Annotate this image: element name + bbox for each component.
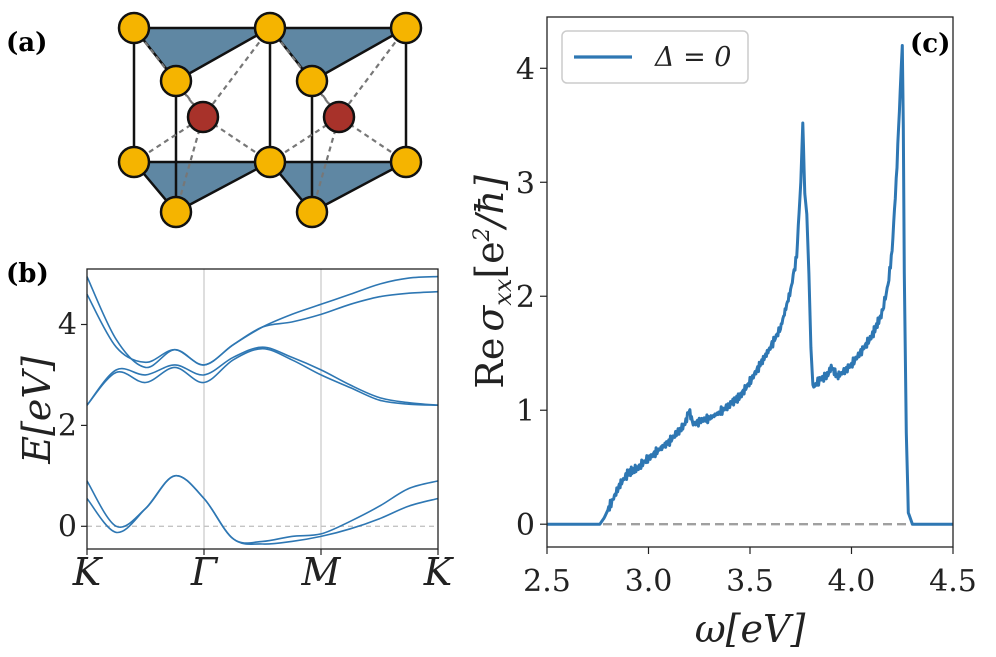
band-line-5 xyxy=(86,290,439,366)
conductivity-series xyxy=(546,44,954,526)
band-x-tick-label: M xyxy=(301,550,342,594)
band-y-tick-label: 0 xyxy=(58,509,77,544)
band-y-axis-label: E[eV] xyxy=(15,356,59,464)
bottom-face-left xyxy=(131,160,271,214)
top-face-left xyxy=(131,26,275,83)
conductivity-y-tick-label: 2 xyxy=(516,280,535,315)
atom-yellow xyxy=(159,195,193,229)
conductivity-x-tick-label: 3.0 xyxy=(625,564,673,599)
legend-box xyxy=(561,30,749,84)
conductivity-y-tick-label: 4 xyxy=(516,52,535,87)
band-line-3 xyxy=(86,347,439,406)
vertical-edges xyxy=(132,28,408,212)
conductivity-x-axis-label: ω[eV] xyxy=(695,607,806,651)
conductivity-y-tick-label: 1 xyxy=(516,394,535,429)
atoms xyxy=(117,11,423,229)
band-line-6 xyxy=(86,275,439,369)
band-line-4 xyxy=(86,346,439,406)
conductivity-x-tick-label: 4.5 xyxy=(929,564,977,599)
atom-yellow xyxy=(295,195,329,229)
atom-yellow xyxy=(253,145,287,179)
conductivity-y-axis-label: Reσxx[e2/ħ] xyxy=(468,175,517,389)
band-structure-plot: K Γ M K 0 2 4 E[eV] xyxy=(15,268,455,594)
conductivity-x-tick-label: 2.5 xyxy=(523,564,571,599)
panel-c-label: (c) xyxy=(910,29,950,59)
conductivity-plot-frame xyxy=(546,16,954,548)
crystal-structure-diagram xyxy=(117,11,423,229)
band-series xyxy=(86,275,439,545)
band-x-tick-label: Γ xyxy=(190,550,219,594)
legend: Δ = 0 xyxy=(561,30,749,84)
conductivity-x-ticks: 2.5 3.0 3.5 4.0 4.5 xyxy=(523,547,977,599)
atom-red xyxy=(322,100,356,134)
band-plot-frame xyxy=(86,268,439,550)
panel-b-label: (b) xyxy=(6,259,49,289)
band-x-tick-label: K xyxy=(423,550,455,594)
atom-yellow xyxy=(117,11,151,45)
atom-yellow xyxy=(389,145,423,179)
band-y-ticks: 0 2 4 xyxy=(58,307,87,544)
atom-yellow xyxy=(389,11,423,45)
band-grid-lines xyxy=(87,269,438,549)
top-face-right xyxy=(267,26,411,83)
band-x-tick-label: K xyxy=(72,550,104,594)
conductivity-x-tick-label: 4.0 xyxy=(828,564,876,599)
conductivity-y-tick-label: 3 xyxy=(516,166,535,201)
bottom-face-right xyxy=(267,160,407,214)
atom-yellow xyxy=(117,145,151,179)
band-line-1 xyxy=(86,474,439,545)
legend-label: Δ = 0 xyxy=(654,42,731,73)
conductivity-line xyxy=(546,44,954,526)
atom-yellow xyxy=(253,11,287,45)
band-y-tick-label: 2 xyxy=(58,408,77,443)
band-line-2 xyxy=(86,474,439,544)
conductivity-x-tick-label: 3.5 xyxy=(726,564,774,599)
atom-red xyxy=(186,100,220,134)
conductivity-y-ticks: 0 1 2 3 4 xyxy=(516,52,547,543)
atom-yellow xyxy=(159,64,193,98)
band-y-tick-label: 4 xyxy=(58,307,77,342)
panel-a-label: (a) xyxy=(6,28,47,58)
conductivity-y-tick-label: 0 xyxy=(516,508,535,543)
atom-yellow xyxy=(295,64,329,98)
